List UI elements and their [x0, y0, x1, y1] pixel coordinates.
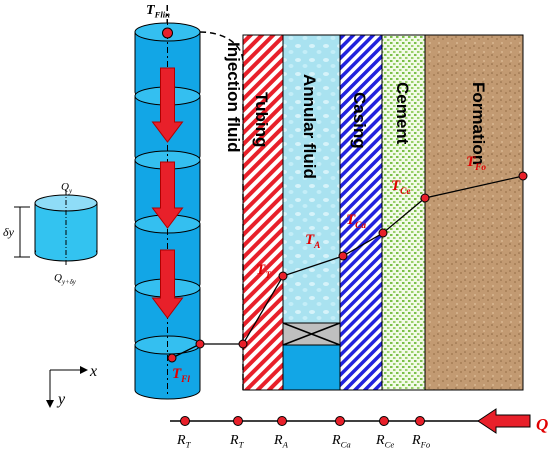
flow-arrow	[151, 249, 184, 319]
symbol-main: R	[411, 433, 421, 448]
resistance-label: RT	[229, 433, 245, 450]
node	[195, 339, 205, 349]
node	[338, 251, 348, 261]
symbol-main: Q	[54, 272, 62, 284]
symbol-subscript: Flin	[154, 10, 171, 20]
layer-label: Annular fluid	[300, 74, 319, 179]
node	[378, 228, 388, 238]
temperature-label: TCa	[346, 212, 366, 231]
symbol-subscript: Ce	[400, 187, 410, 197]
formation-layer	[424, 34, 524, 391]
symbol-main: T	[256, 262, 266, 278]
symbol-subscript: Ca	[355, 221, 366, 231]
symbol-main: T	[172, 366, 182, 382]
packer-cross	[282, 322, 341, 346]
symbol-main: R	[375, 433, 385, 448]
heat-flow-label: Q	[536, 415, 548, 434]
layer-label: Casing	[350, 92, 369, 149]
symbol-subscript: Fo	[420, 440, 431, 450]
symbol-subscript: Ca	[341, 440, 352, 450]
inlet-temperature-label: TFlin	[146, 3, 170, 20]
flow-arrow	[151, 161, 184, 229]
casing-layer	[339, 34, 383, 391]
symbol-main: T	[391, 178, 401, 194]
symbol-main: T	[466, 154, 476, 170]
symbol-subscript: A	[313, 241, 320, 251]
resistance-node	[335, 416, 345, 426]
node	[238, 339, 248, 349]
symbol-main: R	[176, 433, 186, 448]
symbol-main: R	[273, 433, 283, 448]
annulus-bottom	[282, 344, 341, 391]
resistance-label: RCe	[375, 433, 394, 450]
symbol-subscript: Fo	[474, 163, 486, 173]
resistance-label: RT	[176, 433, 192, 450]
fluid-boundary	[199, 31, 244, 390]
node	[420, 193, 430, 203]
symbol-subscript: Fl	[180, 375, 190, 385]
node	[518, 171, 528, 181]
symbol-subscript: T	[186, 440, 192, 450]
node	[167, 353, 177, 363]
layer-label: Formation	[469, 82, 488, 165]
symbol-subscript: y+δy	[61, 279, 77, 286]
temperature-label: TA	[305, 232, 320, 251]
symbol-main: T	[346, 212, 356, 228]
resistance-node	[233, 416, 243, 426]
symbol-subscript: T	[239, 440, 245, 450]
axis-label: y	[56, 391, 66, 408]
symbol-main: T	[146, 3, 156, 18]
cement-layer	[381, 34, 426, 391]
resistance-node	[180, 416, 190, 426]
flux-label: Qy	[61, 181, 73, 195]
heat-arrow	[477, 408, 531, 434]
inlet-point	[162, 27, 173, 39]
resistance-node	[379, 416, 389, 426]
symbol-subscript: A	[282, 440, 289, 450]
symbol-main: R	[331, 433, 341, 448]
coordinate-axes	[46, 366, 88, 408]
symbol-main: Q	[61, 181, 69, 193]
node	[278, 271, 288, 281]
resistance-label: RCa	[331, 433, 351, 450]
layer-label: Cement	[393, 82, 412, 145]
symbol-main: R	[229, 433, 239, 448]
symbol-subscript: Ce	[385, 440, 395, 450]
resistance-node	[277, 416, 287, 426]
tubing-layer	[242, 34, 284, 391]
axis-label: x	[89, 363, 97, 380]
temperature-label: TCe	[391, 178, 411, 197]
element-cylinder	[14, 190, 98, 265]
flow-arrow	[151, 67, 184, 143]
layer-label: Tubing	[252, 92, 271, 147]
resistance-label: RA	[273, 433, 289, 450]
symbol-main: T	[305, 232, 315, 248]
temperature-label: TFl	[172, 366, 190, 385]
layer-label: Injection fluid	[224, 42, 243, 153]
temperature-label: TT	[256, 262, 271, 281]
annulus-layer	[282, 34, 341, 324]
temperature-profile	[171, 175, 524, 359]
height-label: δy	[3, 225, 15, 239]
temperature-label: TFo	[466, 154, 486, 173]
resistance-label: RFo	[411, 433, 431, 450]
resistance-node	[415, 416, 425, 426]
flux-label: Qy+δy	[54, 272, 77, 286]
symbol-subscript: T	[265, 271, 271, 281]
symbol-subscript: y	[68, 188, 73, 195]
